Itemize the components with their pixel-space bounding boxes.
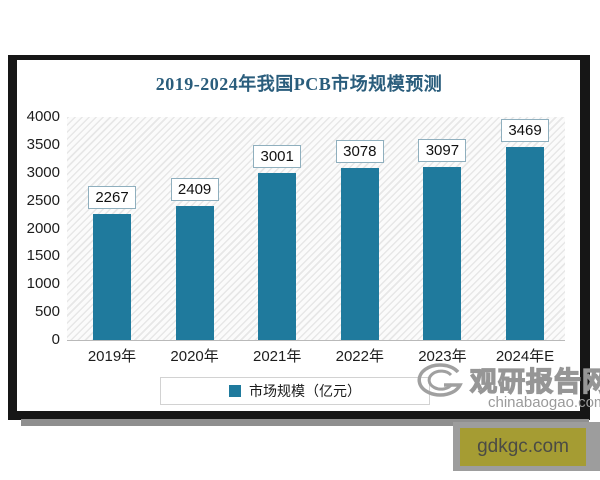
x-tick-label: 2022年: [335, 348, 384, 365]
legend: 市场规模（亿元）: [160, 377, 430, 405]
footer-badge: gdkgc.com: [460, 428, 586, 466]
bar: [258, 172, 297, 340]
y-tick-label: 2000: [26, 219, 60, 237]
y-tick-label: 500: [34, 303, 60, 321]
bar-value-label: 2267: [88, 185, 136, 209]
y-tick-label: 1500: [26, 247, 60, 265]
y-tick-label: 0: [51, 331, 60, 348]
x-tick-label: 2019年: [87, 348, 137, 365]
bar: [423, 167, 462, 340]
bar: [506, 146, 544, 340]
y-tick-label: 3000: [26, 163, 60, 181]
y-tick-label: 3500: [26, 135, 60, 153]
legend-swatch-icon: [229, 385, 241, 397]
x-tick-label: 2024年E: [495, 348, 555, 365]
bar-value-label: 3001: [253, 144, 302, 168]
bar: [93, 213, 131, 340]
y-tick-label: 1000: [26, 275, 60, 293]
bar-value-label: 2409: [170, 177, 219, 201]
plot-area: [67, 117, 565, 341]
x-tick-label: 2020年: [170, 348, 219, 365]
bar-value-label: 3078: [335, 140, 384, 164]
y-tick-label: 4000: [26, 108, 60, 125]
bar: [340, 168, 379, 340]
bar: [175, 205, 214, 340]
legend-label: 市场规模（亿元）: [249, 383, 361, 399]
x-tick-label: 2023年: [418, 348, 467, 365]
footer-badge-wrap: gdkgc.com: [453, 422, 600, 471]
bar-value-label: 3469: [501, 118, 549, 142]
chart-title: 2019-2024年我国PCB市场规模预测: [155, 74, 443, 94]
x-tick-label: 2021年: [253, 348, 302, 365]
bar-value-label: 3097: [418, 139, 467, 163]
y-tick-label: 2500: [26, 191, 60, 209]
